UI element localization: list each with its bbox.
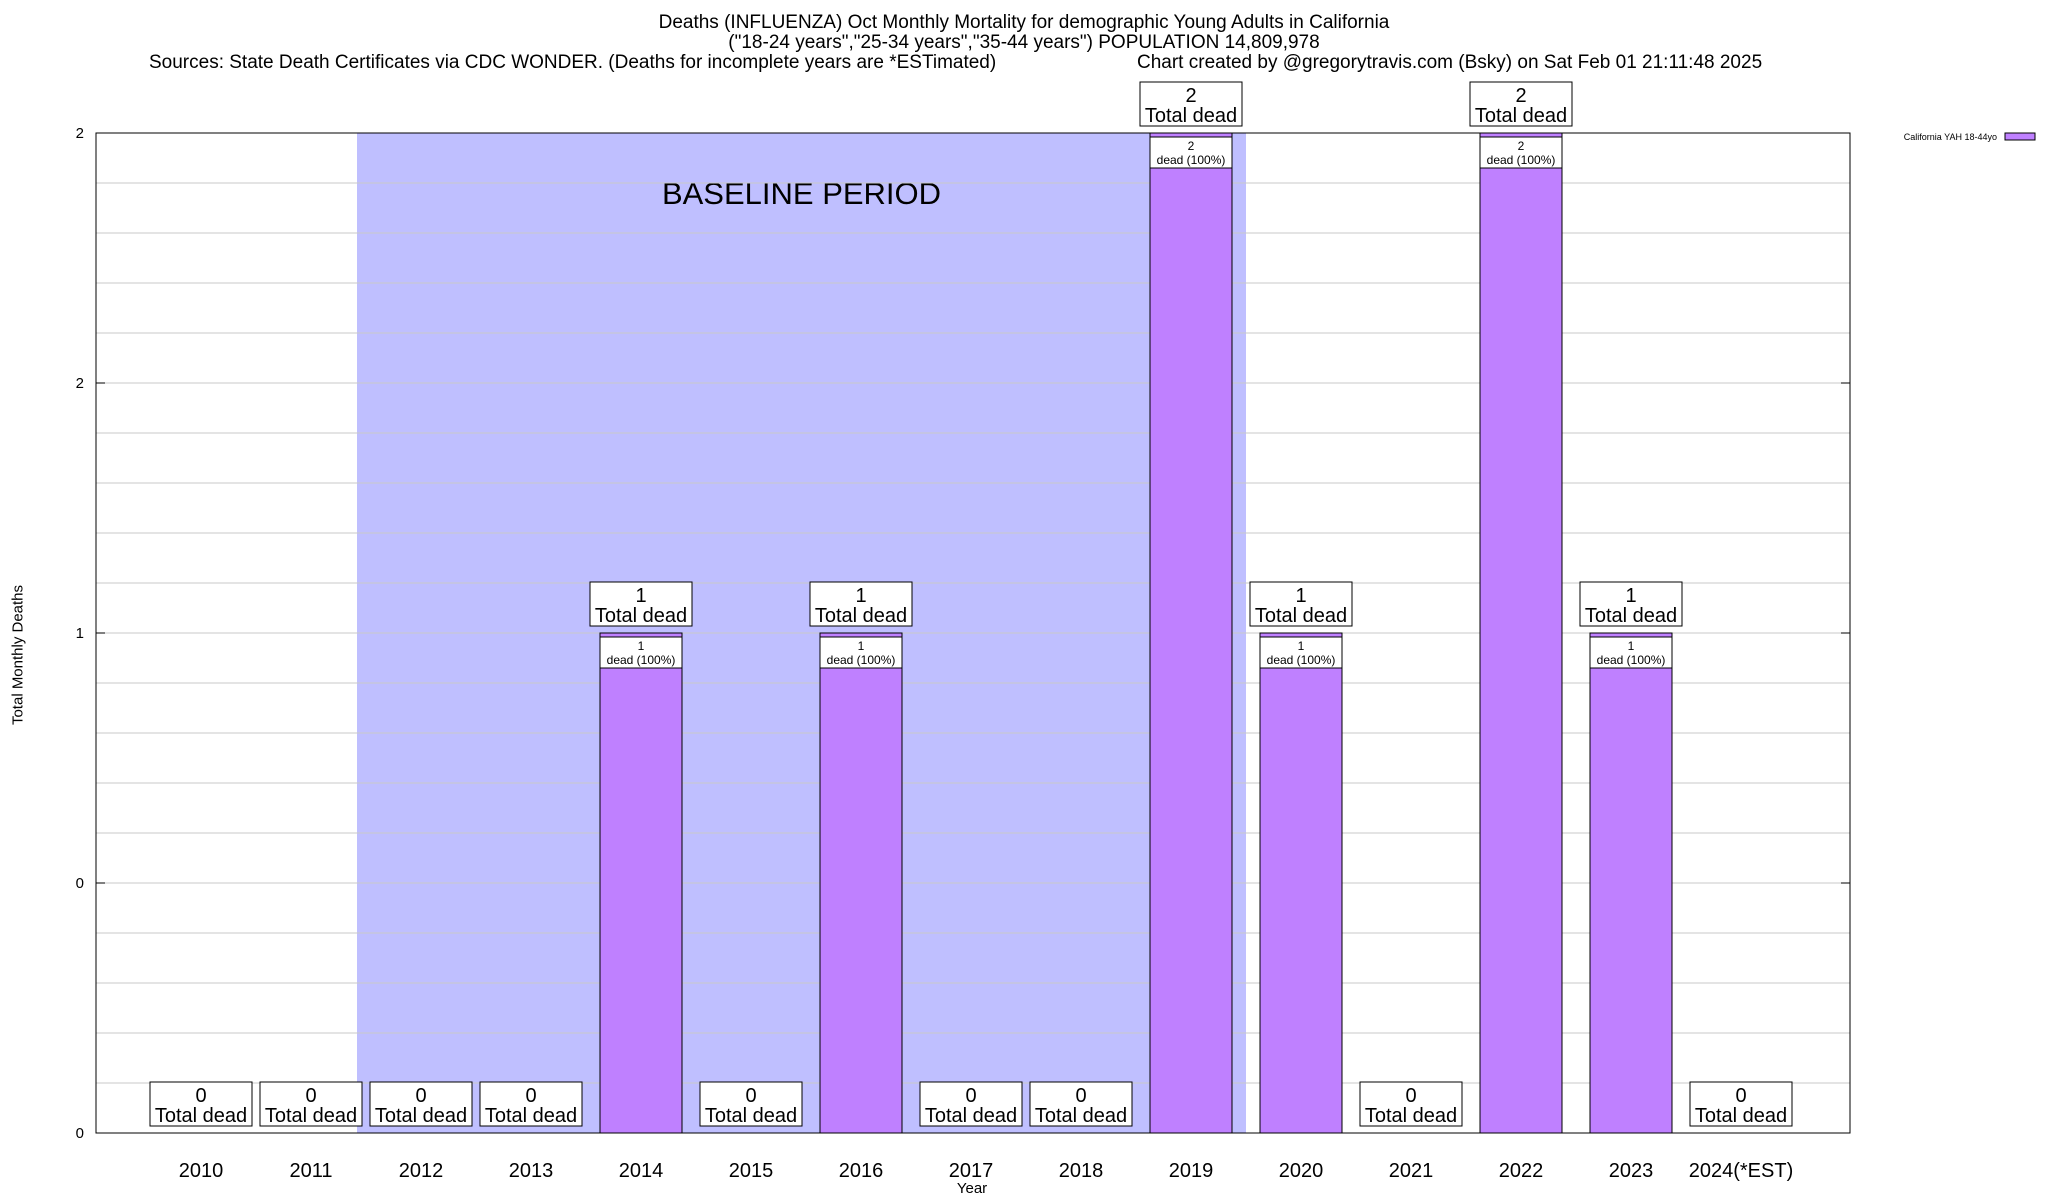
bar-label-count: 1 [638, 639, 645, 653]
total-label-box [479, 1081, 583, 1127]
total-label-text: Total dead [815, 605, 907, 627]
bar-label-text: dead (100%) [1597, 653, 1666, 667]
total-label-count: 0 [1735, 1085, 1746, 1107]
total-label-box [1469, 81, 1573, 127]
total-label-text: Total dead [925, 1105, 1017, 1127]
bar-label-count: 1 [858, 639, 865, 653]
x-tick-label: 2017 [949, 1160, 994, 1182]
x-tick-label: 2015 [729, 1160, 774, 1182]
total-label-text: Total dead [1365, 1105, 1457, 1127]
x-tick-label: 2022 [1499, 1160, 1544, 1182]
total-label-count: 0 [965, 1085, 976, 1107]
chart-title: Deaths (INFLUENZA) Oct Monthly Mortality… [658, 12, 1390, 33]
chart-subtitle: ("18-24 years","25-34 years","35-44 year… [728, 32, 1320, 53]
bar-label-text: dead (100%) [1157, 153, 1226, 167]
bar [1149, 132, 1233, 1134]
total-label-text: Total dead [1695, 1105, 1787, 1127]
bar [1589, 632, 1673, 1134]
y-tick-label: 2 [76, 375, 84, 392]
x-tick-label: 2024(*EST) [1689, 1160, 1794, 1182]
total-label-text: Total dead [155, 1105, 247, 1127]
total-label-count: 0 [1405, 1085, 1416, 1107]
total-label-count: 0 [195, 1085, 206, 1107]
x-tick-label: 2021 [1389, 1160, 1434, 1182]
total-label-count: 1 [855, 585, 866, 607]
bar-label-box [1589, 636, 1673, 669]
total-label-text: Total dead [1035, 1105, 1127, 1127]
total-label-box [809, 581, 913, 627]
total-label-box [1689, 1081, 1793, 1127]
bar-label-count: 2 [1518, 139, 1525, 153]
total-label-box [1579, 581, 1683, 627]
total-label-box [1359, 1081, 1463, 1127]
total-label-count: 0 [745, 1085, 756, 1107]
bar-label-count: 1 [1628, 639, 1635, 653]
bar [1259, 632, 1343, 1134]
total-label-count: 1 [1295, 585, 1306, 607]
bar-label-box [1479, 136, 1563, 169]
total-label-box [1139, 81, 1243, 127]
bar [819, 632, 903, 1134]
x-tick-label: 2023 [1609, 1160, 1654, 1182]
bar-label-box [1149, 136, 1233, 169]
total-label-text: Total dead [705, 1105, 797, 1127]
y-tick-label: 0 [76, 875, 84, 892]
total-label-count: 0 [1075, 1085, 1086, 1107]
bar-label-text: dead (100%) [827, 653, 896, 667]
x-tick-label: 2012 [399, 1160, 444, 1182]
total-label-box [1029, 1081, 1133, 1127]
bar-label-count: 1 [1298, 639, 1305, 653]
total-label-count: 2 [1185, 85, 1196, 107]
y-tick-label: 1 [76, 625, 84, 642]
chart-credit: Chart created by @gregorytravis.com (Bsk… [1137, 52, 1763, 73]
total-label-text: Total dead [595, 605, 687, 627]
x-axis-label: Year [956, 1180, 988, 1197]
bar [599, 632, 683, 1134]
legend-label: California YAH 18-44yo [1904, 132, 1997, 142]
y-axis-label: Total Monthly Deaths [9, 584, 27, 726]
bar-label-box [819, 636, 903, 669]
total-label-text: Total dead [1475, 105, 1567, 127]
baseline-period-label: BASELINE PERIOD [662, 176, 941, 211]
total-label-text: Total dead [375, 1105, 467, 1127]
bar-label-box [599, 636, 683, 669]
total-label-text: Total dead [265, 1105, 357, 1127]
x-tick-label: 2014 [619, 1160, 664, 1182]
bar-label-text: dead (100%) [607, 653, 676, 667]
total-label-text: Total dead [1255, 605, 1347, 627]
legend-swatch [2004, 132, 2036, 141]
y-tick-label: 2 [76, 125, 84, 142]
total-label-count: 2 [1515, 85, 1526, 107]
total-label-text: Total dead [1145, 105, 1237, 127]
x-tick-label: 2020 [1279, 1160, 1324, 1182]
total-label-count: 1 [1625, 585, 1636, 607]
total-label-box [1249, 581, 1353, 627]
total-label-text: Total dead [485, 1105, 577, 1127]
bar [1479, 132, 1563, 1134]
bar-label-text: dead (100%) [1267, 653, 1336, 667]
x-tick-label: 2019 [1169, 1160, 1214, 1182]
bar-label-count: 2 [1188, 139, 1195, 153]
x-tick-label: 2016 [839, 1160, 884, 1182]
x-tick-label: 2018 [1059, 1160, 1104, 1182]
x-tick-label: 2013 [509, 1160, 554, 1182]
x-tick-label: 2010 [179, 1160, 224, 1182]
x-tick-label: 2011 [289, 1160, 332, 1182]
total-label-count: 0 [415, 1085, 426, 1107]
bar-label-box [1259, 636, 1343, 669]
chart-sources: Sources: State Death Certificates via CD… [149, 52, 997, 73]
total-label-count: 0 [305, 1085, 316, 1107]
total-label-count: 0 [525, 1085, 536, 1107]
total-label-box [589, 581, 693, 627]
total-label-box [699, 1081, 803, 1127]
total-label-box [149, 1081, 253, 1127]
bar-label-text: dead (100%) [1487, 153, 1556, 167]
total-label-text: Total dead [1585, 605, 1677, 627]
total-label-box [919, 1081, 1023, 1127]
y-tick-label: 0 [76, 1125, 84, 1142]
total-label-box [369, 1081, 473, 1127]
total-label-count: 1 [635, 585, 646, 607]
total-label-box [259, 1081, 363, 1127]
